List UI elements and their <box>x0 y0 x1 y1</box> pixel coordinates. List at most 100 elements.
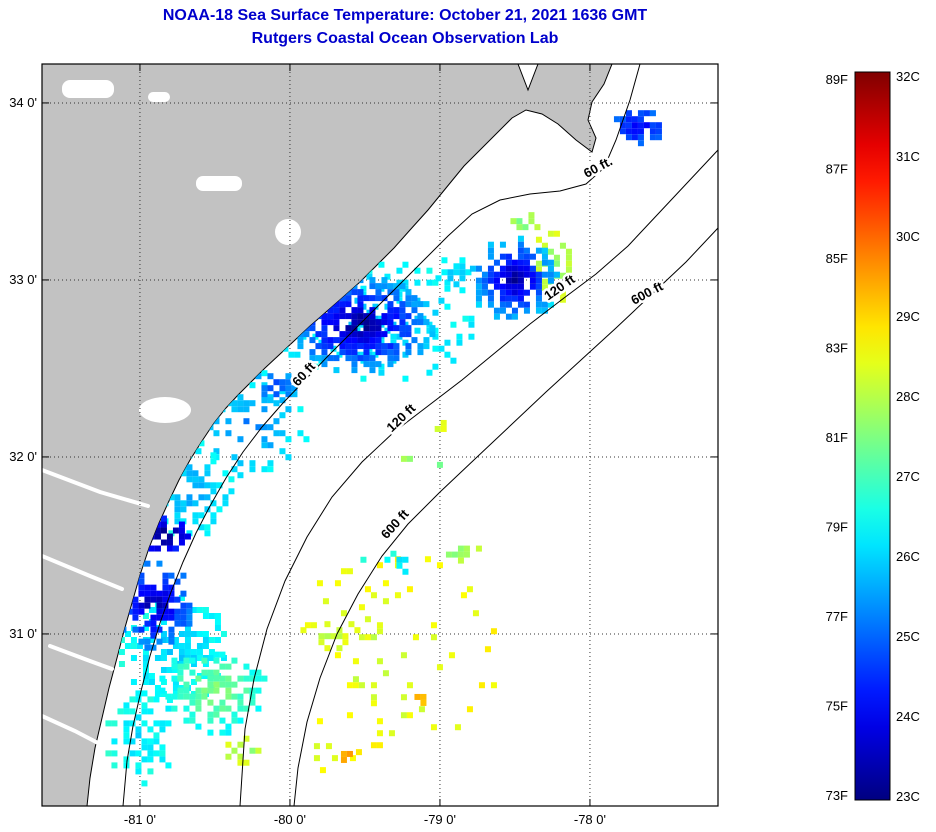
sst-cell <box>177 687 184 694</box>
sst-cell <box>174 494 181 501</box>
colorbar-c-label: 29C <box>896 309 920 324</box>
sst-cell <box>375 331 382 338</box>
sst-cell <box>340 568 347 575</box>
sst-cell <box>144 590 151 597</box>
sst-cell <box>465 269 472 276</box>
sst-cell <box>505 265 512 272</box>
sst-cell <box>207 681 214 688</box>
sst-cell <box>291 391 298 398</box>
sst-cell <box>213 675 220 682</box>
sst-cell <box>135 732 142 739</box>
sst-cell <box>345 277 352 284</box>
sst-cell <box>375 319 382 326</box>
sst-cell <box>183 657 190 664</box>
sst-cell <box>184 637 191 643</box>
sst-cell <box>297 313 304 320</box>
sst-cell <box>625 116 632 123</box>
sst-cell <box>189 711 196 718</box>
land-polygon <box>42 64 613 806</box>
sst-cell <box>172 527 179 534</box>
sst-cell <box>168 584 175 591</box>
sst-cell <box>459 287 466 294</box>
sst-cell <box>160 655 167 661</box>
sst-cell <box>351 367 358 374</box>
sst-cell <box>324 633 331 640</box>
sst-cell <box>387 313 394 320</box>
sst-cell <box>201 424 208 431</box>
sst-cell <box>420 699 427 706</box>
sst-cell <box>208 637 215 643</box>
sst-cell <box>357 331 364 338</box>
sst-cell <box>327 289 334 296</box>
sst-cell <box>129 708 136 715</box>
sst-cell <box>381 349 388 356</box>
sst-cell <box>168 572 175 579</box>
sst-cell <box>183 663 190 670</box>
sst-cell <box>150 458 157 465</box>
sst-cell <box>138 578 145 585</box>
sst-cell <box>559 290 566 297</box>
colorbar-gradient <box>854 71 891 801</box>
sst-cell <box>168 596 175 603</box>
sst-cell <box>297 331 304 338</box>
sst-cell <box>303 313 310 320</box>
river <box>42 714 100 745</box>
sst-cell <box>363 331 370 338</box>
sst-cell <box>297 295 304 302</box>
sst-cell <box>310 622 317 629</box>
sst-cell <box>405 343 412 350</box>
sst-cell <box>132 566 139 573</box>
sst-cell <box>529 253 536 260</box>
sst-cell <box>528 212 535 219</box>
sst-cell <box>510 218 517 225</box>
sst-cell <box>225 753 232 760</box>
sst-cell <box>631 122 638 129</box>
sst-cell <box>111 720 118 727</box>
sst-cell <box>505 301 512 308</box>
sst-cell <box>156 596 163 603</box>
sst-cell <box>202 607 209 613</box>
cloud-patch <box>196 176 242 191</box>
sst-cell <box>522 224 529 231</box>
sst-cell <box>142 545 149 552</box>
sst-cell <box>468 315 475 322</box>
sst-cell <box>321 319 328 326</box>
sst-cell <box>156 494 163 501</box>
sst-cell <box>613 116 620 123</box>
sst-cell <box>565 260 572 267</box>
sst-cell <box>219 699 226 706</box>
sst-cell <box>216 506 223 513</box>
sst-cell <box>186 602 193 609</box>
sst-cell <box>447 275 454 282</box>
sst-cell <box>204 530 211 537</box>
sst-cell <box>219 681 226 688</box>
sst-cell <box>214 637 221 643</box>
sst-cell <box>387 355 394 362</box>
sst-cell <box>186 452 193 459</box>
sst-cell <box>123 720 130 727</box>
sst-cell <box>195 675 202 682</box>
sst-cell <box>499 301 506 308</box>
sst-cell <box>535 277 542 284</box>
sst-cell <box>541 242 548 249</box>
sst-cell <box>453 281 460 288</box>
sst-cell <box>351 283 358 290</box>
sst-cell <box>553 260 560 267</box>
sst-cell <box>357 277 364 284</box>
sst-cell <box>160 515 167 522</box>
sst-cell <box>436 664 443 671</box>
sst-cell <box>237 741 244 748</box>
sst-cell <box>114 614 121 621</box>
sst-cell <box>162 572 169 579</box>
sst-cell <box>357 313 364 320</box>
sst-cell <box>213 711 220 718</box>
sst-cell <box>231 693 238 700</box>
sst-cell <box>237 400 244 407</box>
sst-cell <box>517 289 524 296</box>
sst-cell <box>631 128 638 135</box>
sst-cell <box>261 675 268 682</box>
sst-cell <box>261 397 268 404</box>
sst-cell <box>255 669 262 676</box>
sst-cell <box>378 261 385 268</box>
sst-cell <box>369 283 376 290</box>
